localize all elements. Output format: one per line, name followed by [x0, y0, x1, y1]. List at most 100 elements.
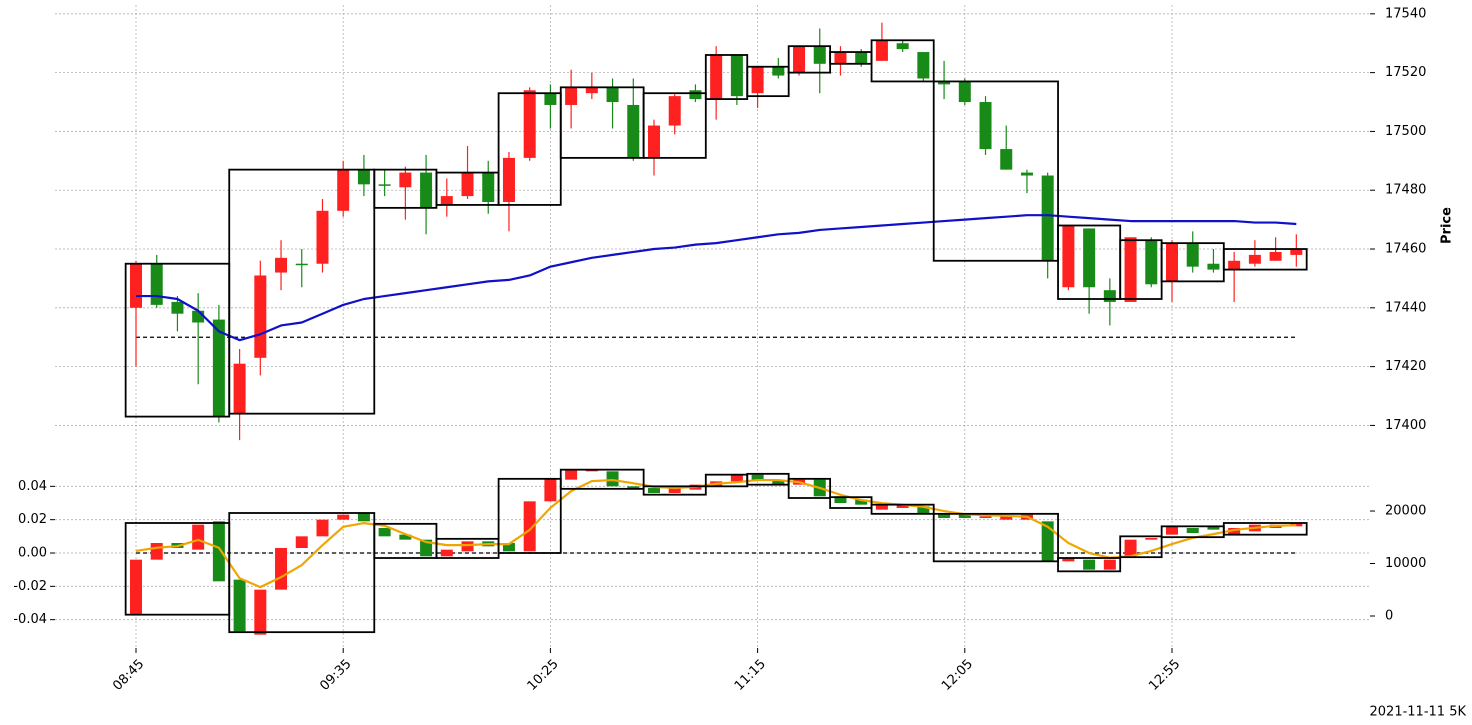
y-tick-label: 20000 — [1385, 504, 1426, 519]
y-tick-label: 17520 — [1385, 65, 1426, 80]
y-tick-label: -0.04 — [13, 612, 47, 627]
y-tick-label: 17420 — [1385, 359, 1426, 374]
candle-body — [917, 52, 930, 79]
y-tick-label: 0.00 — [18, 546, 47, 561]
range-box — [642, 485, 707, 496]
candle-body — [979, 516, 992, 518]
candle-body — [192, 524, 205, 550]
candle-body — [565, 87, 578, 105]
candle-body — [648, 488, 660, 493]
candle-body — [1083, 559, 1096, 570]
candle-body — [648, 125, 660, 158]
candle-body — [772, 479, 785, 485]
candle-body — [275, 257, 288, 273]
candle-body — [150, 543, 163, 560]
candle-body — [1145, 240, 1158, 285]
range-box — [1222, 522, 1308, 536]
candle-body — [1062, 225, 1075, 288]
candle-body — [1145, 538, 1158, 540]
y-tick-label: -0.02 — [13, 579, 47, 594]
candle-body — [461, 172, 474, 197]
candle-body — [192, 310, 205, 323]
candle-body — [1103, 559, 1116, 570]
candle-body — [689, 90, 702, 100]
range-box — [829, 496, 873, 509]
candle-body — [730, 474, 743, 482]
candle-body — [357, 513, 370, 522]
candle-body — [958, 81, 971, 103]
candle-body — [668, 488, 681, 493]
candle-body — [1186, 528, 1199, 533]
y-tick-label: 0.02 — [18, 512, 47, 527]
candle-body — [171, 301, 184, 314]
candle-body — [1083, 228, 1096, 288]
y-tick-label: 10000 — [1385, 556, 1426, 571]
x-tick-label: 11:15 — [732, 657, 769, 694]
candle-body — [357, 169, 370, 185]
candle-body — [958, 514, 971, 518]
range-box — [1119, 535, 1163, 559]
candle-body — [378, 528, 391, 537]
y-tick-label: 17440 — [1385, 300, 1426, 315]
candle-body — [337, 169, 350, 211]
candle-body — [1228, 260, 1241, 270]
candle-body — [275, 548, 288, 590]
candle-body — [1124, 539, 1137, 557]
candle-body — [606, 471, 619, 487]
y-tick-label: 17500 — [1385, 124, 1426, 139]
candle-body — [1020, 172, 1033, 176]
candle-body — [793, 46, 806, 73]
x-tick-label: 08:45 — [110, 657, 147, 694]
candle-body — [834, 496, 847, 503]
candle-body — [523, 501, 536, 552]
candle-body — [295, 536, 308, 548]
range-box — [228, 168, 376, 415]
candle-body — [420, 172, 433, 208]
candle-body — [461, 541, 474, 552]
candle-body — [233, 363, 246, 414]
candle-body — [1000, 516, 1013, 520]
y-tick-label: 17400 — [1385, 418, 1426, 433]
range-box — [932, 80, 1059, 262]
candle-body — [1207, 526, 1220, 530]
candle-body — [295, 263, 308, 266]
y-tick-label: 17540 — [1385, 6, 1426, 21]
candle-body — [1290, 249, 1303, 255]
range-box — [1057, 557, 1122, 573]
candle-body — [523, 90, 536, 158]
caption: 2021-11-11 5K — [1370, 705, 1467, 720]
range-box — [870, 39, 935, 83]
range-box — [642, 92, 707, 159]
candle-body — [316, 210, 329, 264]
x-tick-label: 09:35 — [317, 657, 354, 694]
candle-body — [212, 521, 225, 582]
candle-body — [544, 93, 557, 105]
candle-body — [233, 579, 246, 632]
candle-body — [1269, 251, 1282, 261]
candle-body — [938, 81, 951, 85]
candle-body — [130, 263, 142, 308]
candle-body — [834, 52, 847, 64]
candle-body — [979, 102, 992, 150]
y-tick-label: 0 — [1385, 608, 1393, 623]
candle-body — [565, 469, 578, 480]
candle-body — [378, 184, 391, 186]
candle-body — [544, 478, 557, 502]
candle-body — [254, 589, 267, 635]
candle-body — [440, 196, 453, 205]
candle-body — [1062, 558, 1075, 562]
line — [135, 478, 1297, 589]
candle-body — [875, 504, 888, 510]
candle-body — [875, 40, 888, 61]
line — [136, 214, 1297, 342]
candle-body — [917, 506, 930, 513]
y-tick-label: 17460 — [1385, 242, 1426, 257]
range-box — [559, 468, 645, 490]
candle-body — [1041, 175, 1054, 261]
candle-body — [316, 519, 329, 537]
range-box — [497, 477, 562, 554]
candle-body — [254, 275, 267, 358]
candle-body — [772, 66, 785, 76]
